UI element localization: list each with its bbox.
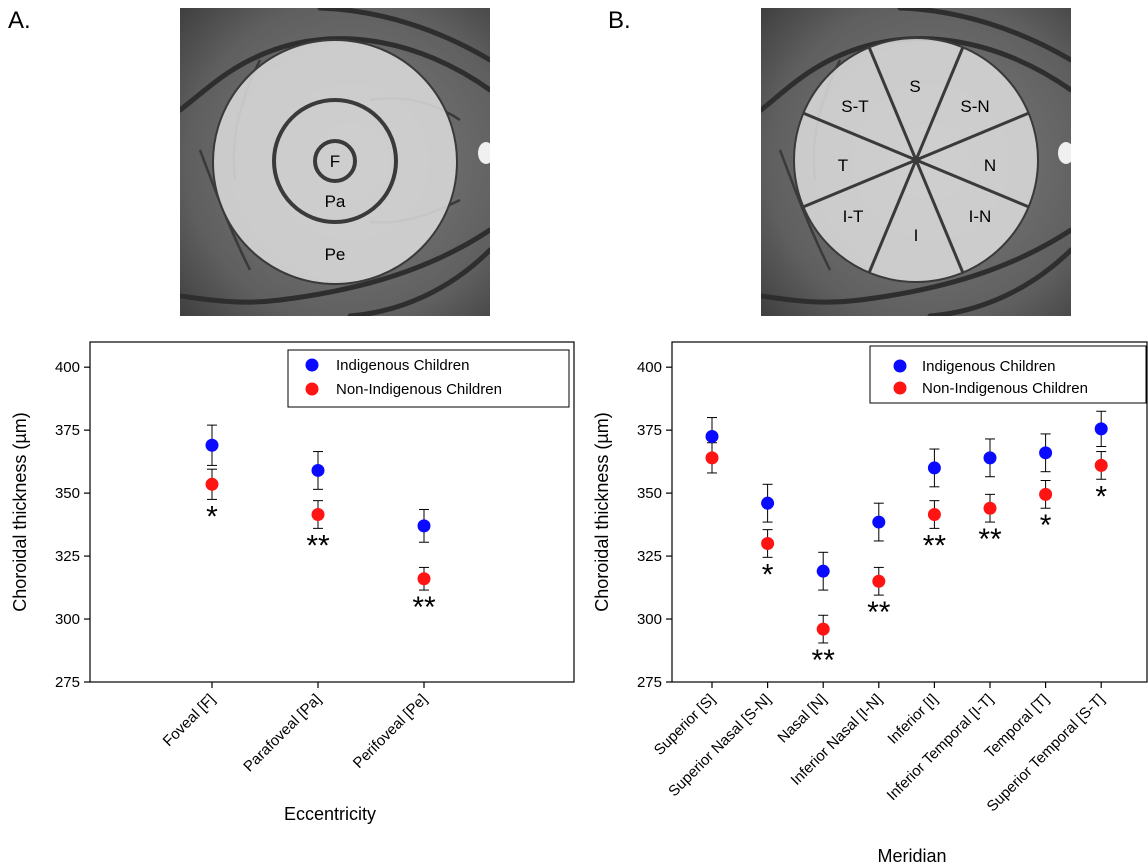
chart-a-point-non-indigenous: [311, 508, 325, 522]
sector-label-s-t: S-T: [841, 97, 868, 116]
chart-b-legend: Indigenous Children Non-Indigenous Child…: [869, 345, 1147, 404]
chart-b-point-non-indigenous: [1039, 487, 1053, 501]
chart-a-significance-marker: *: [206, 500, 218, 533]
chart-a-x-tick-label: Foveal [F]: [160, 691, 219, 750]
chart-b-y-tick-label: 300: [637, 611, 662, 628]
chart-b-y-tick-label: 275: [637, 674, 662, 691]
chart-b-legend-swatch-indigenous: [893, 359, 907, 373]
chart-b-x-tick-label: Superior Nasal [S-N]: [665, 691, 774, 800]
sector-label-s-n: S-N: [960, 97, 989, 116]
chart-a-legend-swatch-non-indigenous: [305, 382, 319, 396]
chart-b-y-tick-label: 350: [637, 485, 662, 502]
chart-b-legend-box: [869, 345, 1147, 404]
chart-b-point-non-indigenous: [872, 574, 886, 588]
chart-b-y-tick-label: 400: [637, 359, 662, 376]
panel-letter-a: A.: [8, 7, 31, 34]
chart-a-significance-marker: **: [306, 529, 330, 562]
chart-b-legend-label-indigenous: Indigenous Children: [922, 358, 1055, 375]
sector-label-i: I: [914, 226, 919, 245]
chart-b-y-tick-label: 375: [637, 422, 662, 439]
panel-letter-b: B.: [608, 7, 631, 34]
chart-a-y-tick-label: 275: [55, 674, 80, 691]
chart-a-x-tick-label: Parafoveal [Pa]: [240, 691, 325, 776]
chart-a-point-indigenous: [205, 438, 219, 452]
chart-b-x-tick-label: Nasal [N]: [774, 691, 830, 747]
chart-b-point-indigenous: [983, 451, 997, 465]
fundus-image-a: F Pa Pe: [180, 8, 490, 316]
chart-a: 275 300 325 350 375 400 Foveal [F] Parafoveal […: [10, 341, 575, 824]
chart-b-legend-swatch-non-indigenous: [893, 381, 907, 395]
chart-b-point-non-indigenous: [705, 451, 719, 465]
chart-b-point-indigenous: [872, 515, 886, 529]
chart-a-y-tick-label: 325: [55, 548, 80, 565]
chart-a-point-indigenous: [417, 519, 431, 533]
chart-b-point-non-indigenous: [816, 622, 830, 636]
chart-b-point-indigenous: [761, 496, 775, 510]
chart-a-point-non-indigenous: [417, 572, 431, 586]
chart-b-point-indigenous: [1094, 422, 1108, 436]
chart-a-legend-swatch-indigenous: [305, 358, 319, 372]
chart-b-x-tick-label: Inferior Temporal [I-T]: [884, 691, 997, 804]
chart-a-x-title: Eccentricity: [284, 804, 376, 824]
chart-b-point-non-indigenous: [1094, 458, 1108, 472]
chart-b-point-non-indigenous: [927, 508, 941, 522]
sector-lines: [802, 46, 1030, 274]
chart-a-y-tick-label: 375: [55, 422, 80, 439]
chart-b-significance-marker: *: [1040, 509, 1052, 542]
fundus-image-b: S S-N N I-N I I-T T S-T: [761, 8, 1071, 316]
chart-a-y-tick-label: 300: [55, 611, 80, 628]
chart-a-x-tick-label: Perifoveal [Pe]: [350, 691, 431, 772]
sector-label-i-t: I-T: [843, 207, 864, 226]
chart-a-point-non-indigenous: [205, 477, 219, 491]
sector-label-t: T: [838, 156, 848, 175]
chart-b-significance-marker: **: [923, 529, 947, 562]
chart-b-y-title: Choroidal thickness (µm): [592, 412, 612, 611]
chart-b-significance-marker: *: [1095, 480, 1107, 513]
region-label-parafoveal: Pa: [325, 192, 346, 211]
chart-a-legend-box: [287, 349, 570, 408]
sector-label-s: S: [909, 77, 920, 96]
sector-label-i-n: I-N: [969, 207, 992, 226]
chart-a-point-indigenous: [311, 463, 325, 477]
chart-b-point-indigenous: [1039, 446, 1053, 460]
chart-a-y-title: Choroidal thickness (µm): [10, 412, 30, 611]
chart-b-point-non-indigenous: [761, 536, 775, 550]
chart-b-x-tick-label: Superior Temporal [S-T]: [984, 691, 1108, 815]
chart-b-x-tick-label: Inferior [I]: [884, 691, 941, 748]
chart-a-y-tick-label: 350: [55, 485, 80, 502]
chart-b-frame: [671, 341, 1148, 683]
region-label-foveal: F: [330, 152, 340, 171]
chart-a-legend-label-indigenous: Indigenous Children: [336, 357, 469, 374]
chart-b-significance-marker: *: [762, 558, 774, 591]
chart-b-point-indigenous: [927, 461, 941, 475]
chart-b-point-indigenous: [705, 429, 719, 443]
chart-a-legend: Indigenous Children Non-Indigenous Child…: [287, 349, 570, 408]
chart-a-frame: [89, 341, 575, 683]
chart-b-significance-marker: **: [978, 523, 1002, 556]
chart-b-legend-label-non-indigenous: Non-Indigenous Children: [922, 380, 1088, 397]
chart-b-y-tick-label: 325: [637, 548, 662, 565]
chart-b-significance-marker: **: [867, 596, 891, 629]
chart-a-legend-label-non-indigenous: Non-Indigenous Children: [336, 381, 502, 398]
chart-b-point-non-indigenous: [983, 501, 997, 515]
chart-b-point-indigenous: [816, 564, 830, 578]
region-label-perifoveal: Pe: [325, 245, 346, 264]
chart-a-y-tick-label: 400: [55, 359, 80, 376]
sector-label-n: N: [984, 156, 996, 175]
chart-a-significance-marker: **: [412, 591, 436, 624]
chart-b-x-title: Meridian: [877, 846, 946, 866]
chart-b-significance-marker: **: [812, 644, 836, 677]
